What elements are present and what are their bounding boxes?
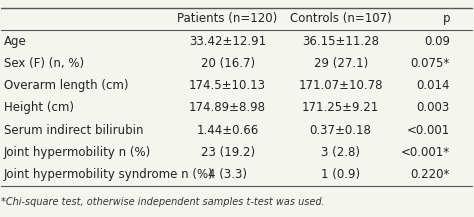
Text: 4 (3.3): 4 (3.3) (208, 168, 247, 181)
Text: 36.15±11.28: 36.15±11.28 (302, 35, 379, 48)
Text: 0.220*: 0.220* (410, 168, 450, 181)
Text: Joint hypermobility syndrome n (%): Joint hypermobility syndrome n (%) (4, 168, 213, 181)
Text: <0.001: <0.001 (407, 123, 450, 136)
Text: 0.014: 0.014 (417, 79, 450, 92)
Text: Controls (n=107): Controls (n=107) (290, 12, 392, 25)
Text: Patients (n=120): Patients (n=120) (177, 12, 278, 25)
Text: p: p (443, 12, 450, 25)
Text: Sex (F) (n, %): Sex (F) (n, %) (4, 57, 84, 70)
Text: 20 (16.7): 20 (16.7) (201, 57, 255, 70)
Text: 174.5±10.13: 174.5±10.13 (189, 79, 266, 92)
Text: 3 (2.8): 3 (2.8) (321, 146, 360, 159)
Text: 171.07±10.78: 171.07±10.78 (299, 79, 383, 92)
Text: Joint hypermobility n (%): Joint hypermobility n (%) (4, 146, 151, 159)
Text: 29 (27.1): 29 (27.1) (313, 57, 368, 70)
Text: 174.89±8.98: 174.89±8.98 (189, 101, 266, 114)
Text: Age: Age (4, 35, 27, 48)
Text: *Chi-square test, otherwise independent samples t-test was used.: *Chi-square test, otherwise independent … (1, 197, 325, 207)
Text: 1.44±0.66: 1.44±0.66 (196, 123, 259, 136)
Text: <0.001*: <0.001* (401, 146, 450, 159)
Text: 0.37±0.18: 0.37±0.18 (310, 123, 372, 136)
Text: Height (cm): Height (cm) (4, 101, 74, 114)
Text: 171.25±9.21: 171.25±9.21 (302, 101, 379, 114)
Text: Serum indirect bilirubin: Serum indirect bilirubin (4, 123, 143, 136)
Text: 1 (0.9): 1 (0.9) (321, 168, 360, 181)
Text: 33.42±12.91: 33.42±12.91 (189, 35, 266, 48)
Text: 23 (19.2): 23 (19.2) (201, 146, 255, 159)
Text: Overarm length (cm): Overarm length (cm) (4, 79, 128, 92)
Text: 0.003: 0.003 (417, 101, 450, 114)
Text: 0.09: 0.09 (424, 35, 450, 48)
Text: 0.075*: 0.075* (411, 57, 450, 70)
